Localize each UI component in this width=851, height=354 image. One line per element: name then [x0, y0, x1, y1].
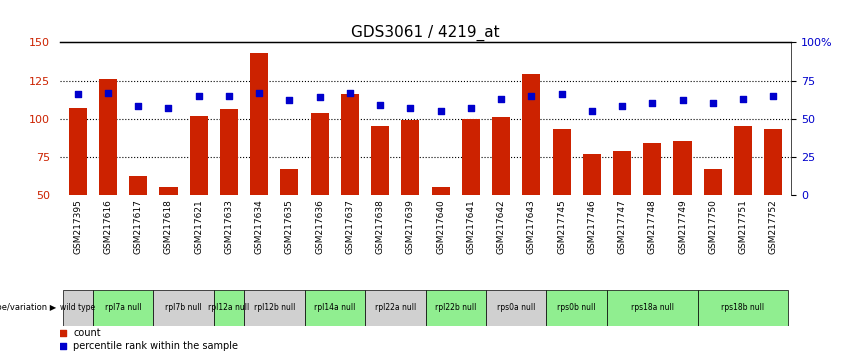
Bar: [280, 169, 299, 271]
Text: genotype/variation ▶: genotype/variation ▶: [0, 303, 56, 313]
Text: rpl22a null: rpl22a null: [374, 303, 416, 313]
Point: [283, 97, 296, 103]
FancyBboxPatch shape: [426, 290, 486, 326]
Point: [524, 93, 538, 98]
FancyBboxPatch shape: [486, 290, 546, 326]
Point: [313, 95, 327, 100]
Bar: [311, 113, 328, 271]
Bar: [99, 79, 117, 271]
FancyBboxPatch shape: [365, 290, 426, 326]
Point: [374, 102, 387, 108]
Bar: [220, 109, 238, 271]
Point: [162, 105, 175, 111]
Bar: [340, 94, 359, 271]
Text: wild type: wild type: [60, 303, 95, 313]
Text: rpl22b null: rpl22b null: [435, 303, 477, 313]
Bar: [159, 187, 178, 271]
Point: [434, 108, 448, 114]
Point: [464, 105, 477, 111]
Text: rpl12b null: rpl12b null: [254, 303, 295, 313]
Point: [71, 91, 84, 97]
Point: [222, 93, 236, 98]
Text: rps0a null: rps0a null: [497, 303, 535, 313]
Bar: [734, 126, 752, 271]
Point: [191, 93, 205, 98]
Bar: [190, 115, 208, 271]
Bar: [643, 143, 661, 271]
FancyBboxPatch shape: [546, 290, 607, 326]
Title: GDS3061 / 4219_at: GDS3061 / 4219_at: [351, 25, 500, 41]
Bar: [462, 119, 480, 271]
Text: rpl7b null: rpl7b null: [165, 303, 202, 313]
Text: rpl7a null: rpl7a null: [105, 303, 141, 313]
Point: [101, 90, 115, 96]
Point: [736, 96, 750, 102]
Bar: [492, 117, 511, 271]
Bar: [523, 74, 540, 271]
Point: [343, 90, 357, 96]
FancyBboxPatch shape: [214, 290, 244, 326]
Bar: [431, 187, 449, 271]
FancyBboxPatch shape: [153, 290, 214, 326]
Text: rps0b null: rps0b null: [557, 303, 596, 313]
Point: [131, 104, 145, 109]
Point: [254, 178, 267, 183]
FancyBboxPatch shape: [244, 290, 305, 326]
Text: rps18b null: rps18b null: [722, 303, 764, 313]
Point: [615, 104, 629, 109]
Point: [585, 108, 598, 114]
Bar: [371, 126, 389, 271]
Text: rpl12a null: rpl12a null: [208, 303, 249, 313]
Bar: [552, 129, 571, 271]
FancyBboxPatch shape: [63, 290, 93, 326]
Point: [767, 93, 780, 98]
Text: count: count: [73, 328, 100, 338]
Bar: [129, 176, 147, 271]
Point: [646, 101, 660, 106]
Bar: [613, 150, 631, 271]
Point: [253, 90, 266, 96]
FancyBboxPatch shape: [698, 290, 788, 326]
Bar: [583, 154, 601, 271]
FancyBboxPatch shape: [93, 290, 153, 326]
Point: [555, 91, 568, 97]
Point: [706, 101, 720, 106]
Bar: [764, 129, 782, 271]
Bar: [69, 108, 87, 271]
Point: [403, 105, 417, 111]
FancyBboxPatch shape: [607, 290, 698, 326]
Text: rpl14a null: rpl14a null: [314, 303, 356, 313]
Bar: [704, 169, 722, 271]
Bar: [402, 120, 420, 271]
Point: [494, 96, 508, 102]
FancyBboxPatch shape: [305, 290, 365, 326]
Text: rps18a null: rps18a null: [631, 303, 674, 313]
Text: percentile rank within the sample: percentile rank within the sample: [73, 341, 238, 350]
Point: [676, 97, 689, 103]
Bar: [673, 141, 692, 271]
Point: [254, 290, 267, 296]
Bar: [250, 53, 268, 271]
